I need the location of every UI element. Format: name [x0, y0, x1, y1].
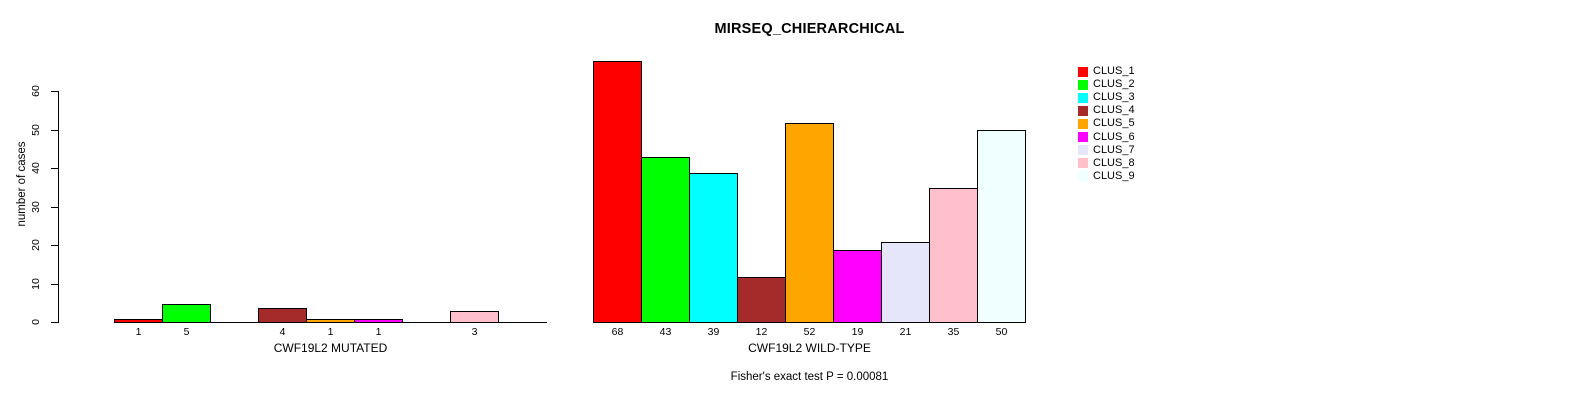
bar-CLUS_8 [450, 311, 499, 323]
legend-label-CLUS_9: CLUS_9 [1093, 169, 1135, 182]
bar-CLUS_5 [306, 319, 355, 323]
legend-swatch-CLUS_6 [1078, 132, 1088, 142]
bar-CLUS_5 [785, 123, 834, 323]
legend-swatch-CLUS_2 [1078, 79, 1088, 90]
y-tick [51, 283, 58, 285]
bar-CLUS_9 [977, 130, 1026, 323]
legend-swatch-CLUS_5 [1078, 118, 1088, 129]
bar-value-label: 3 [471, 326, 478, 338]
legend-label-CLUS_7: CLUS_7 [1093, 143, 1135, 156]
bar-value-label: 35 [947, 326, 960, 338]
y-tick-label: 10 [30, 277, 42, 290]
x-axis-label-wildtype: CWF19L2 WILD-TYPE [748, 341, 871, 355]
bar-CLUS_3 [689, 173, 738, 323]
legend-swatch-CLUS_9 [1078, 171, 1088, 182]
bar-value-label: 50 [995, 326, 1008, 338]
y-tick-label: 60 [30, 85, 42, 97]
bar-CLUS_4 [258, 308, 307, 323]
bar-CLUS_4 [737, 277, 786, 323]
legend-swatch-CLUS_7 [1078, 145, 1088, 156]
bar-value-label: 1 [327, 326, 334, 338]
y-tick [51, 168, 58, 169]
bar-CLUS_1 [114, 319, 163, 323]
chart-title: MIRSEQ_CHIERARCHICAL [714, 21, 905, 37]
legend-label-CLUS_8: CLUS_8 [1093, 156, 1135, 169]
bar-value-label: 12 [755, 326, 768, 338]
y-axis-label: number of cases [16, 141, 28, 227]
bar-value-label: 43 [659, 326, 672, 338]
y-tick-label: 40 [30, 162, 42, 174]
legend-swatch-CLUS_1 [1078, 66, 1088, 77]
bar-value-label: 21 [899, 326, 912, 338]
bar-CLUS_2 [162, 304, 211, 323]
fisher-annotation: Fisher's exact test P = 0.00081 [730, 371, 889, 383]
bar-value-label: 68 [611, 326, 624, 338]
legend-swatch-CLUS_4 [1078, 105, 1088, 116]
bar-CLUS_1 [593, 61, 642, 323]
y-tick-label: 20 [30, 239, 42, 251]
bar-CLUS_7 [881, 242, 930, 323]
bar-value-label: 1 [135, 326, 142, 338]
legend-label-CLUS_3: CLUS_3 [1093, 91, 1135, 104]
x-axis-label-mutated: CWF19L2 MUTATED [273, 341, 388, 355]
y-tick-label: 0 [30, 319, 42, 325]
bar-value-label: 52 [803, 326, 816, 338]
bar-value-label: 4 [279, 326, 286, 338]
legend-swatch-CLUS_8 [1078, 158, 1088, 169]
bar-CLUS_2 [641, 157, 690, 323]
y-tick [51, 245, 58, 246]
bar-CLUS_6 [354, 319, 403, 323]
legend-swatch-CLUS_3 [1078, 92, 1088, 103]
legend-label-CLUS_1: CLUS_1 [1093, 65, 1135, 77]
y-tick-label: 30 [30, 200, 42, 213]
legend-label-CLUS_2: CLUS_2 [1093, 78, 1135, 91]
legend-label-CLUS_6: CLUS_6 [1093, 130, 1135, 143]
bar-value-label: 1 [375, 326, 382, 338]
bar-value-label: 39 [707, 326, 720, 338]
y-axis-line [58, 91, 59, 323]
bar-CLUS_8 [929, 188, 978, 323]
legend-label-CLUS_5: CLUS_5 [1093, 117, 1135, 130]
legend-label-CLUS_4: CLUS_4 [1093, 104, 1135, 117]
y-tick [51, 91, 58, 92]
y-tick [51, 322, 58, 323]
bar-CLUS_6 [833, 250, 882, 323]
y-tick [51, 129, 58, 131]
y-tick-label: 50 [30, 123, 42, 136]
bar-value-label: 5 [183, 326, 190, 338]
bar-value-label: 19 [851, 326, 864, 338]
y-tick [51, 206, 58, 208]
